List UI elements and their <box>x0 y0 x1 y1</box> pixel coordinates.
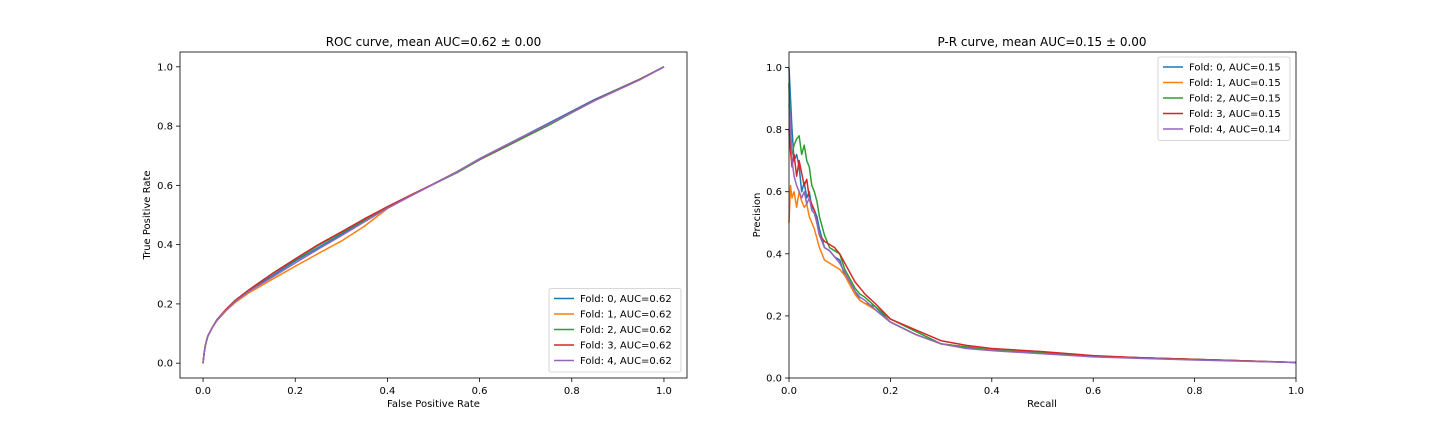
pr-y-tick-label: 0.4 <box>766 249 782 260</box>
roc-legend-label: Fold: 4, AUC=0.62 <box>580 356 672 367</box>
roc-x-tick-label: 0.8 <box>564 386 580 397</box>
pr-legend-label: Fold: 4, AUC=0.14 <box>1189 125 1281 136</box>
pr-chart-title: P-R curve, mean AUC=0.15 ± 0.00 <box>937 35 1146 49</box>
pr-series-line-3 <box>788 129 1297 364</box>
roc-y-axis-label: True Positive Rate <box>142 170 153 260</box>
roc-x-tick-label: 1.0 <box>656 386 672 397</box>
pr-x-tick-label: 1.0 <box>1288 386 1304 397</box>
pr-x-tick-label: 0.4 <box>984 386 1000 397</box>
pr-legend: Fold: 0, AUC=0.15 Fold: 1, AUC=0.15 Fold: … <box>1157 56 1291 141</box>
pr-legend-label: Fold: 2, AUC=0.15 <box>1189 94 1281 105</box>
pr-series <box>788 67 1297 364</box>
roc-y-tick-label: 0.8 <box>157 122 173 133</box>
roc-legend-label: Fold: 2, AUC=0.62 <box>580 325 672 336</box>
roc-chart: ROC curve, mean AUC=0.62 ± 0.00 False Po… <box>142 35 688 410</box>
pr-legend-label: Fold: 0, AUC=0.15 <box>1189 63 1281 74</box>
pr-x-tick-label: 0.8 <box>1187 386 1203 397</box>
pr-y-tick-label: 0.8 <box>766 125 782 136</box>
pr-series-line-4 <box>788 104 1297 364</box>
roc-legend-label: Fold: 1, AUC=0.62 <box>580 310 672 321</box>
roc-x-tick-label: 0.0 <box>195 386 211 397</box>
pr-legend-box <box>1157 56 1291 141</box>
pr-y-tick-label: 0.2 <box>766 311 782 322</box>
roc-legend: Fold: 0, AUC=0.62 Fold: 1, AUC=0.62 Fold: … <box>548 288 682 373</box>
roc-y-tick-label: 0.4 <box>157 240 173 251</box>
roc-x-tick-label: 0.2 <box>287 386 303 397</box>
pr-legend-label: Fold: 1, AUC=0.15 <box>1189 78 1281 89</box>
roc-plot-frame <box>179 51 688 379</box>
pr-y-tick-label: 1.0 <box>766 63 782 74</box>
pr-ticks: 0.0 0.2 0.4 0.6 0.8 1.0 0.0 0.2 0.4 0.6 0.8 1.0 <box>766 63 1304 397</box>
pr-legend-label: Fold: 3, AUC=0.15 <box>1189 109 1281 120</box>
roc-legend-box <box>548 288 682 373</box>
roc-ticks: 0.0 0.2 0.4 0.6 0.8 1.0 0.0 0.2 0.4 0.6 0.8 1.0 <box>157 62 672 397</box>
pr-y-axis-label: Precision <box>752 193 763 238</box>
roc-y-tick-label: 0.2 <box>157 299 173 310</box>
roc-y-tick-label: 1.0 <box>157 62 173 73</box>
pr-y-tick-label: 0.6 <box>766 187 782 198</box>
pr-x-axis-label: Recall <box>1027 399 1057 410</box>
pr-x-tick-label: 0.0 <box>781 386 797 397</box>
pr-x-tick-label: 0.2 <box>882 386 898 397</box>
roc-legend-label: Fold: 0, AUC=0.62 <box>580 294 672 305</box>
pr-plot-frame <box>788 51 1297 379</box>
roc-x-tick-label: 0.6 <box>472 386 488 397</box>
pr-y-tick-label: 0.0 <box>766 374 782 385</box>
roc-x-tick-label: 0.4 <box>379 386 395 397</box>
pr-x-tick-label: 0.6 <box>1085 386 1101 397</box>
roc-series-line-4 <box>202 66 665 364</box>
roc-x-axis-label: False Positive Rate <box>387 399 480 410</box>
roc-y-tick-label: 0.0 <box>157 359 173 370</box>
roc-chart-title: ROC curve, mean AUC=0.62 ± 0.00 <box>326 35 542 49</box>
roc-series <box>202 66 665 364</box>
pr-chart: P-R curve, mean AUC=0.15 ± 0.00 Recall P… <box>752 35 1304 410</box>
roc-y-tick-label: 0.6 <box>157 181 173 192</box>
roc-legend-label: Fold: 3, AUC=0.62 <box>580 341 672 352</box>
